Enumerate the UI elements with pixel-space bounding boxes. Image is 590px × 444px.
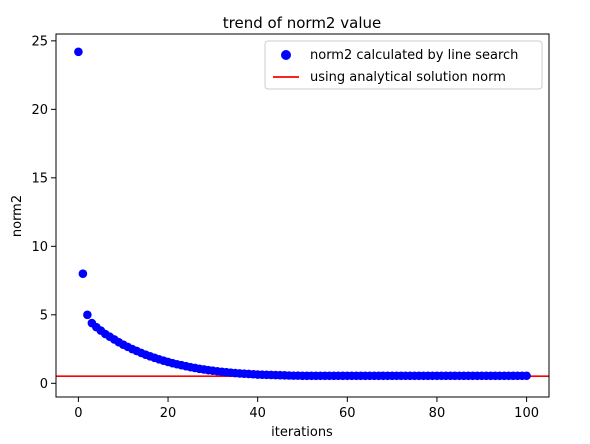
chart-title: trend of norm2 value: [223, 14, 381, 32]
y-axis-label: norm2: [10, 195, 25, 237]
y-tick-label: 25: [31, 34, 48, 49]
y-tick-label: 15: [31, 171, 48, 186]
legend-marker-scatter: [281, 50, 291, 60]
scatter-point: [83, 310, 92, 320]
x-tick-label: 20: [160, 406, 177, 421]
y-axis-ticks: 0 5 10 15 20 25: [31, 34, 56, 392]
legend-label-line: using analytical solution norm: [310, 70, 506, 85]
y-tick-label: 0: [40, 377, 48, 392]
y-tick-label: 5: [40, 308, 48, 323]
y-tick-label: 10: [31, 240, 48, 255]
scatter-point: [522, 371, 531, 381]
x-tick-label: 0: [74, 406, 82, 421]
x-tick-label: 40: [249, 406, 266, 421]
legend-box: [264, 40, 543, 90]
scatter-point: [78, 269, 88, 279]
plot-area: [56, 47, 549, 381]
x-axis-ticks: 0 20 40 60 80 100: [74, 397, 539, 421]
x-axis-label: iterations: [271, 425, 333, 440]
scatter-point: [74, 47, 83, 57]
legend: norm2 calculated by line search using an…: [264, 40, 543, 90]
legend-label-scatter: norm2 calculated by line search: [310, 48, 518, 63]
scatter-points-layer: [74, 47, 531, 381]
x-tick-label: 80: [429, 406, 446, 421]
y-tick-label: 20: [31, 103, 48, 118]
x-tick-label: 60: [339, 406, 356, 421]
axes-frame: [55, 33, 550, 398]
x-tick-label: 100: [514, 406, 539, 421]
